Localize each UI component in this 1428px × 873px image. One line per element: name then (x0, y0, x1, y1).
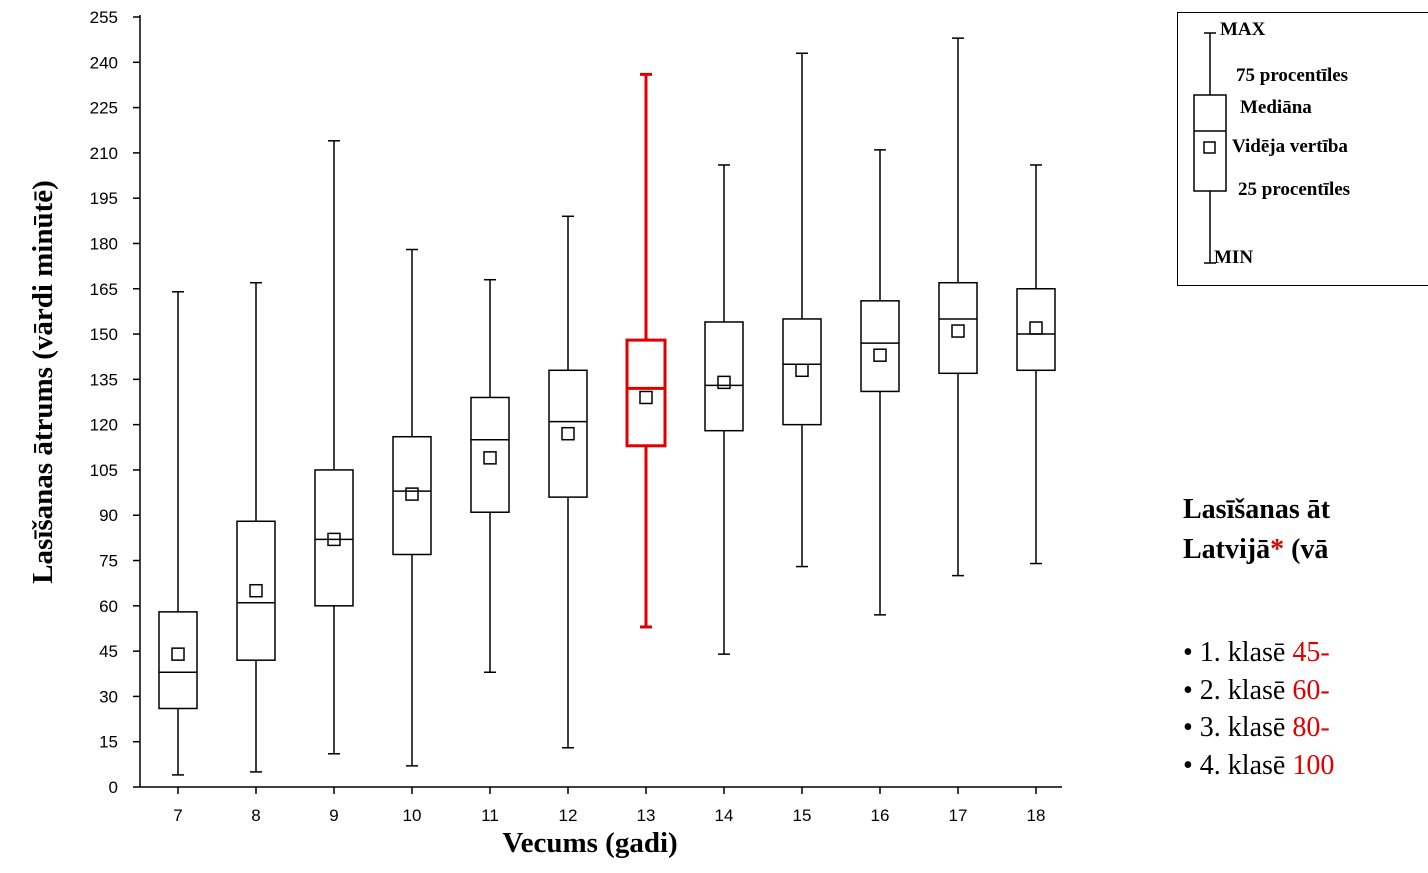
box-iqr (782, 318, 822, 426)
mean-marker (951, 324, 965, 338)
grade-item: • 1. klasē 45- (1183, 634, 1334, 672)
y-tick-label: 60 (99, 597, 118, 616)
legend-min: MIN (1214, 247, 1254, 268)
box-17 (938, 37, 978, 577)
mean-marker (873, 348, 887, 362)
mean-marker (405, 487, 419, 501)
side-title-line2: Latvijā* (vā (1183, 530, 1330, 570)
x-tick-label: 8 (251, 806, 260, 825)
grade-label: • 4. klasē (1183, 749, 1293, 781)
box-iqr (470, 396, 510, 513)
mean-marker (483, 451, 497, 465)
y-axis-title: Lasīšanas ātrums (vārdi minūtē) (27, 180, 59, 584)
grade-label: • 3. klasē (1183, 712, 1293, 743)
legend-max: MAX (1220, 19, 1266, 40)
y-tick-label: 0 (109, 778, 118, 797)
mean-marker (795, 363, 809, 378)
side-title-line2-prefix: Latvijā (1183, 534, 1271, 565)
grade-list: • 1. klasē 45- • 2. klasē 60- • 3. klasē… (1183, 634, 1334, 784)
box-11 (470, 278, 510, 674)
y-tick-label: 15 (99, 733, 118, 752)
x-tick-label: 13 (637, 806, 656, 825)
x-tick-label: 11 (481, 806, 499, 825)
box-13 (625, 72, 667, 629)
grade-range: 45- (1292, 637, 1330, 668)
asterisk-mark: * (1270, 534, 1285, 565)
mean-marker (327, 532, 341, 547)
side-title-line1: Lasīšanas āt (1183, 494, 1331, 525)
box-16 (860, 149, 900, 616)
box-iqr (392, 435, 432, 556)
grade-label: • 2. klasē (1183, 674, 1293, 706)
box-14 (704, 164, 744, 655)
boxplot-chart: 0 15 30 45 60 75 90 105 120 135 150 165 180 195 210 225… (27, 8, 1062, 859)
box-8 (236, 281, 276, 773)
mean-marker (717, 375, 731, 390)
legend-p25: 25 procentīles (1238, 179, 1351, 200)
x-tick-label: 9 (329, 806, 338, 825)
y-tick-label: 75 (99, 552, 118, 571)
mean-marker (249, 583, 263, 598)
box-10 (392, 248, 432, 767)
grade-range: 80- (1292, 712, 1330, 743)
legend-glyph (1193, 32, 1227, 264)
x-tick-label: 18 (1027, 806, 1046, 825)
y-tick-label: 180 (90, 234, 118, 253)
grade-item: • 2. klasē 60- (1183, 672, 1334, 710)
box-iqr (625, 338, 667, 448)
side-panel-title: Lasīšanas āt Latvijā* (vā (1183, 490, 1330, 570)
mean-marker (171, 647, 185, 661)
box-iqr (548, 369, 588, 498)
x-axis-title: Vecums (gadi) (502, 827, 677, 859)
y-tick-label: 105 (90, 461, 118, 480)
mean-marker (1029, 321, 1043, 335)
y-tick-label: 45 (99, 642, 118, 661)
y-tick-label: 30 (99, 687, 118, 706)
y-tick-label: 240 (90, 53, 118, 72)
box-iqr (704, 321, 744, 432)
x-tick-label: 16 (871, 806, 890, 825)
box-18 (1016, 164, 1056, 565)
grade-range: 60- (1292, 674, 1330, 706)
box-7 (158, 291, 198, 776)
grade-label: • 1. klasē (1183, 637, 1293, 668)
box-iqr (314, 469, 354, 607)
y-tick-label: 135 (90, 370, 118, 389)
box-iqr (938, 281, 978, 375)
box-12 (548, 215, 588, 749)
box-iqr (1016, 288, 1056, 372)
mean-marker (561, 426, 575, 441)
x-tick-label: 7 (173, 806, 182, 825)
box-iqr (158, 611, 198, 710)
x-tick-label: 17 (949, 806, 968, 825)
x-tick-label: 10 (403, 806, 422, 825)
y-tick-label: 90 (99, 506, 118, 525)
grade-range: 100 (1292, 749, 1335, 781)
box-15 (782, 52, 822, 568)
y-tick-label: 195 (90, 189, 118, 208)
legend-p75: 75 procentīles (1236, 65, 1349, 86)
grade-item: • 4. klasē 100 (1183, 747, 1334, 785)
y-tick-label: 255 (90, 8, 118, 27)
box-iqr (860, 300, 900, 393)
mean-marker (639, 390, 653, 405)
x-tick-label: 12 (559, 806, 578, 825)
x-tick-label: 14 (715, 806, 734, 825)
x-tick-label: 15 (793, 806, 812, 825)
y-tick-label: 225 (90, 99, 118, 118)
grade-item: • 3. klasē 80- (1183, 709, 1334, 747)
legend-mean: Vidēja vertība (1232, 136, 1348, 157)
y-tick-label: 120 (90, 416, 118, 435)
y-tick-label: 210 (90, 144, 118, 163)
y-tick-label: 150 (90, 325, 118, 344)
y-tick-label: 165 (90, 280, 118, 299)
box-iqr (236, 520, 276, 661)
legend: MAX 75 procentīles Mediāna Vidēja vertīb… (1177, 12, 1428, 286)
legend-median: Mediāna (1240, 97, 1312, 118)
side-title-line2-suffix: (vā (1284, 534, 1329, 565)
box-9 (314, 140, 354, 755)
